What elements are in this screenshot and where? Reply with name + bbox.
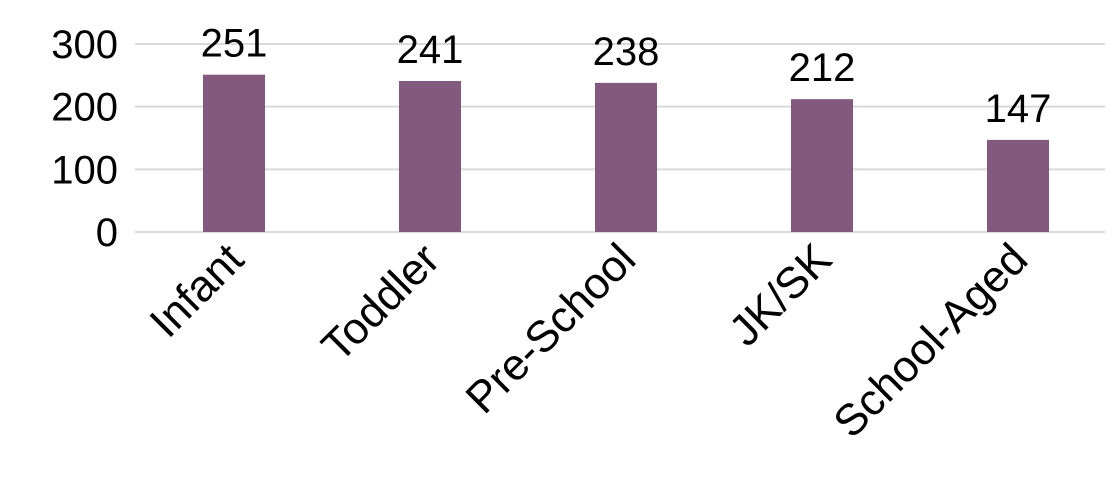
data-label: 212 [789,46,856,90]
y-tick-label: 300 [51,23,118,67]
y-axis-tick-labels: 0 100 200 300 [51,23,118,255]
data-label: 251 [201,22,268,66]
bars [203,74,1049,233]
y-tick-label: 0 [96,211,118,255]
x-category-label: Toddler [312,234,449,371]
bar [987,139,1049,232]
y-tick-label: 200 [51,86,118,130]
x-category-label: Pre-School [457,234,646,423]
bar [791,99,853,232]
x-category-label: School-Aged [824,234,1037,447]
x-category-label: Infant [141,234,253,346]
bar [399,80,461,233]
data-label: 241 [397,28,464,72]
bar [595,82,657,232]
bar [203,74,265,232]
y-tick-label: 100 [51,148,118,192]
data-labels: 251 241 238 212 147 [201,22,1052,131]
x-category-label: JK/SK [720,234,841,355]
data-label: 147 [985,87,1052,131]
data-label: 238 [593,30,660,74]
